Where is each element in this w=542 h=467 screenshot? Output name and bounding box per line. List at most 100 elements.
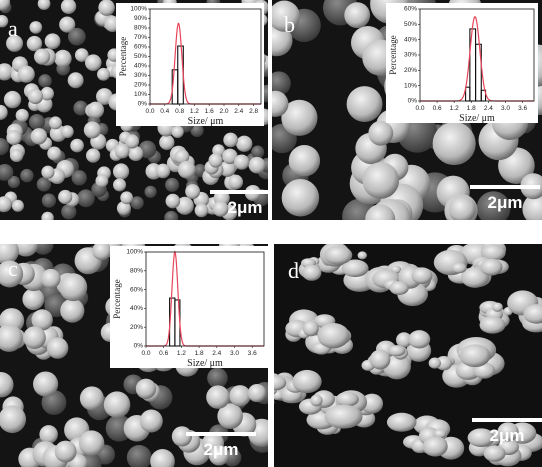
particle: [67, 72, 84, 89]
particle: [175, 196, 194, 215]
x-tick-label: 3.0: [230, 350, 239, 357]
y-tick-label: 100%: [130, 6, 147, 13]
background-particle: [68, 27, 86, 46]
x-tick-label: 0.8: [175, 108, 184, 115]
particle: [34, 48, 51, 65]
agglomerate-particle: [317, 323, 350, 349]
y-tick-label: 50%: [404, 21, 417, 28]
y-tick-label: 10%: [404, 82, 417, 89]
y-tick-label: 0%: [408, 98, 418, 105]
background-particle: [207, 367, 228, 389]
x-tick-label: 3.6: [518, 105, 527, 112]
particle: [222, 148, 238, 165]
panel-label-b: b: [284, 12, 295, 37]
particle: [281, 178, 320, 217]
agglomerate-particle: [523, 304, 542, 324]
background-particle: [0, 137, 9, 156]
particle: [87, 101, 105, 119]
agglomerate-particle: [479, 316, 506, 334]
background-particle: [71, 170, 87, 186]
particle: [272, 0, 300, 32]
particle: [60, 298, 85, 323]
y-tick-label: 80%: [134, 25, 147, 32]
particle: [228, 174, 244, 190]
particle: [54, 440, 77, 463]
particle: [49, 116, 62, 130]
particle: [362, 162, 400, 199]
x-tick-label: 0.0: [145, 108, 154, 115]
x-tick-label: 1.6: [205, 108, 214, 115]
agglomerate-particle: [387, 345, 406, 357]
particle: [288, 145, 321, 177]
particle: [40, 86, 54, 101]
y-tick-label: 80%: [130, 268, 143, 275]
agglomerate-particle: [497, 422, 519, 442]
agglomerate-particle: [335, 391, 359, 407]
particle: [41, 211, 54, 220]
x-tick-label: 2.4: [234, 108, 243, 115]
particle: [44, 33, 61, 50]
y-axis-title: Percentage: [388, 35, 398, 74]
background-particle: [164, 210, 179, 220]
particle: [60, 125, 74, 139]
particle: [0, 244, 19, 265]
x-tick-label: 1.2: [177, 350, 186, 357]
x-tick-label: 2.0: [219, 108, 228, 115]
particle: [26, 35, 43, 52]
particle: [159, 134, 175, 150]
particle: [30, 128, 48, 145]
particle: [33, 371, 59, 397]
agglomerate-particle: [324, 245, 353, 265]
particle: [365, 204, 396, 220]
gaussian-fit-curve: [146, 250, 264, 347]
scale-bar-line: [472, 418, 542, 422]
y-tick-label: 30%: [134, 72, 147, 79]
x-tick-label: 2.4: [484, 105, 493, 112]
particle: [128, 146, 144, 162]
particle: [74, 48, 89, 62]
particle: [78, 430, 105, 456]
particle: [3, 90, 22, 109]
agglomerate-particle: [369, 349, 391, 370]
histogram-a: Percentage 0% 10% 20% 30% 40% 50% 60% 70% 80% 90% 1…: [118, 6, 262, 126]
particle: [95, 174, 109, 188]
size-distribution-inset-c: Percentage 0% 20% 40% 60% 80% 100% 0.0 0.6 1.2 1.8…: [110, 246, 268, 368]
particle: [155, 163, 171, 179]
sem-panel-c: c Percentage 0% 20% 40% 60% 80% 100% 0.0 0.6 1.2 1…: [0, 244, 268, 467]
y-axis-title: Percentage: [112, 279, 122, 318]
y-tick-label: 40%: [134, 63, 147, 70]
x-tick-label: 0.6: [433, 105, 442, 112]
particle: [344, 2, 371, 29]
particle: [85, 148, 101, 163]
particle: [70, 138, 84, 153]
x-axis-title: Size/ μm: [187, 358, 223, 368]
sem-panel-a: a Percentage 0% 10% 20% 30% 40% 50% 60% 70% 80% 90…: [0, 0, 268, 220]
particle: [432, 122, 476, 166]
plot-frame: [419, 8, 535, 102]
particle: [217, 403, 243, 430]
particle: [98, 0, 115, 16]
particle: [248, 156, 266, 174]
particle: [60, 0, 77, 14]
particle: [206, 385, 230, 409]
particle: [185, 184, 201, 200]
background-particle: [20, 168, 34, 183]
agglomerate-particle: [396, 332, 412, 348]
y-tick-label: 30%: [404, 52, 417, 59]
agglomerate-particle: [459, 344, 491, 368]
particle: [97, 67, 110, 81]
plot-frame: [149, 8, 262, 105]
scale-bar-text: 2μm: [227, 198, 263, 217]
scale-bar-text: 2μm: [487, 193, 523, 212]
agglomerate-particle: [341, 259, 369, 278]
y-tick-label: 60%: [134, 44, 147, 51]
particle: [174, 149, 190, 165]
particle: [6, 34, 24, 52]
y-tick-label: 10%: [134, 91, 147, 98]
panel-label-d: d: [288, 258, 299, 283]
size-distribution-inset-a: Percentage 0% 10% 20% 30% 40% 50% 60% 70% 80% 90% 1…: [116, 3, 264, 126]
x-tick-label: 3.0: [501, 105, 510, 112]
background-particle: [126, 445, 152, 467]
agglomerate-particle: [360, 393, 384, 414]
y-axis-title: Percentage: [118, 37, 128, 76]
